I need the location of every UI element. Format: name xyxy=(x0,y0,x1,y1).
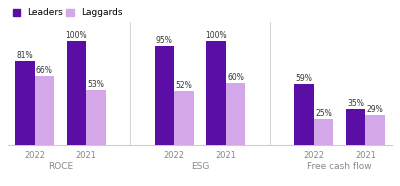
Legend: Leaders, Laggards: Leaders, Laggards xyxy=(12,8,122,17)
Bar xyxy=(174,91,194,145)
Text: 100%: 100% xyxy=(66,31,87,40)
Text: 52%: 52% xyxy=(176,81,192,90)
Bar xyxy=(86,90,106,145)
Text: 95%: 95% xyxy=(156,36,173,45)
Bar xyxy=(314,119,333,145)
Text: 66%: 66% xyxy=(36,66,53,75)
Text: 53%: 53% xyxy=(88,80,104,89)
Text: ESG: ESG xyxy=(191,162,209,171)
Bar xyxy=(206,41,226,145)
Text: 59%: 59% xyxy=(296,74,312,83)
Bar xyxy=(226,83,245,145)
Text: 29%: 29% xyxy=(367,105,384,114)
Text: Free cash flow: Free cash flow xyxy=(307,162,372,171)
Text: 25%: 25% xyxy=(315,109,332,118)
Text: 35%: 35% xyxy=(347,99,364,108)
Bar xyxy=(15,61,34,145)
Text: 60%: 60% xyxy=(227,73,244,82)
Bar xyxy=(34,76,54,145)
Bar xyxy=(346,109,366,145)
Bar xyxy=(294,84,314,145)
Bar xyxy=(366,115,385,145)
Text: 100%: 100% xyxy=(205,31,227,40)
Bar xyxy=(67,41,86,145)
Bar xyxy=(155,46,174,145)
Text: 81%: 81% xyxy=(16,51,33,60)
Text: ROCE: ROCE xyxy=(48,162,73,171)
